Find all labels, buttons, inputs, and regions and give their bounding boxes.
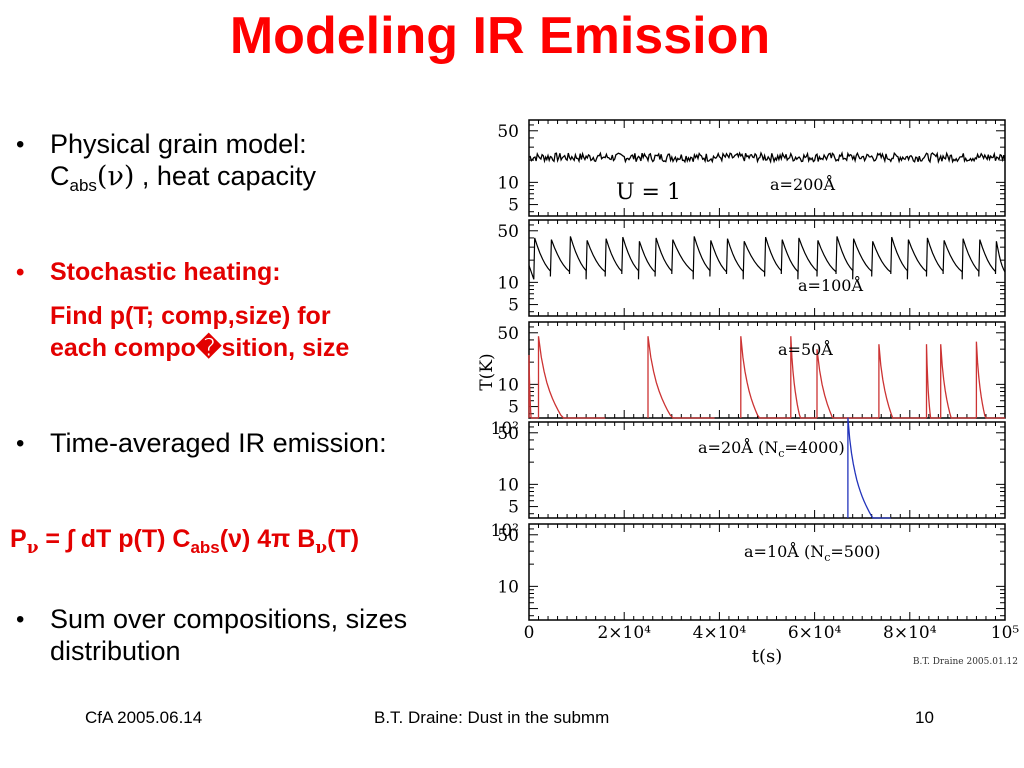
bullet-marker: • (16, 430, 25, 457)
panel-label: a=20Å (Nc=4000) (698, 437, 845, 460)
panel-extra-label: U = 1 (616, 180, 681, 205)
chart-panel: 50 10 5 a=50Å (497, 321, 1006, 419)
bullet-sum-over: Sum over compositions, sizes distributio… (50, 603, 407, 667)
panel-frame (528, 523, 1006, 621)
data-spike (975, 341, 1005, 419)
y-tick-label: 10 (497, 375, 519, 395)
x-tick-label: 8×10⁴ (883, 623, 937, 643)
panel-label: a=200Å (770, 174, 835, 194)
y-tick-label: 10 (497, 475, 519, 495)
panel-frame (528, 119, 1006, 217)
footer-author: B.T. Draine: Dust in the submm (374, 708, 610, 727)
footer-date: CfA 2005.06.14 (85, 708, 203, 727)
panel-label: a=10Å (Nc=500) (744, 541, 881, 564)
y-tick-label: 10² (491, 419, 519, 439)
data-spike (528, 354, 539, 419)
bullet-time-averaged: Time-averaged IR emission: (50, 428, 387, 458)
y-tick-label: 10 (497, 273, 519, 293)
y-axis-label: T(K) (477, 353, 497, 390)
y-tick-label: 5 (508, 296, 519, 316)
chart-credit: B.T. Draine 2005.01.12 (913, 657, 1018, 667)
bullet-text: Physical grain model: (50, 129, 307, 159)
bullet-marker: • (16, 606, 25, 633)
x-tick-label: 0 (524, 623, 535, 643)
emission-formula: Pν = ∫ dT p(T) Cabs(ν) 4π Bν(T) (10, 525, 360, 558)
data-spike (647, 336, 715, 419)
panel-frame (528, 421, 1006, 519)
y-tick-label: 50 (497, 324, 519, 344)
y-tick-label: 10 (497, 577, 519, 597)
bullet-subtext-line2: each compo�sition, size (50, 334, 350, 362)
footer-page-number: 10 (915, 708, 934, 727)
y-tick-label: 10² (491, 521, 519, 541)
bullet-heading: Stochastic heating: (50, 258, 281, 286)
bullet-text: Sum over compositions, sizes (50, 604, 408, 634)
data-spike (816, 349, 879, 419)
x-tick-label: 6×10⁴ (788, 623, 842, 643)
bullet-marker: • (16, 131, 25, 158)
bullet-subtext-line1: Find p(T; comp,size) for (50, 302, 331, 330)
x-axis-label: t(s) (752, 646, 783, 667)
panel-frame (528, 321, 1006, 419)
data-series-a200 (528, 151, 1006, 164)
data-spike (878, 344, 927, 419)
y-tick-label: 5 (508, 196, 519, 216)
data-spike (790, 336, 817, 419)
bullet-text-line2: distribution (50, 636, 181, 666)
chart-panel: 50 10 5 a=100Å (497, 219, 1006, 317)
y-tick-label: 5 (508, 498, 519, 518)
x-tick-label: 2×10⁴ (597, 623, 651, 643)
y-tick-label: 50 (497, 122, 519, 142)
y-tick-label: 50 (497, 222, 519, 242)
panel-label: a=50Å (778, 339, 833, 359)
y-tick-label: 50 (497, 424, 519, 444)
data-spike (740, 336, 791, 419)
data-spike (940, 344, 977, 419)
x-tick-label: 4×10⁴ (693, 623, 747, 643)
y-tick-label: 5 (508, 398, 519, 418)
data-spike (847, 417, 891, 519)
bullet-text-line2: Cabs(ν) , heat capacity (50, 161, 317, 195)
panel-frame (528, 219, 1006, 317)
y-tick-label: 10 (497, 173, 519, 193)
bullet-physical-grain-model: Physical grain model: Cabs(ν) , heat cap… (50, 128, 316, 202)
y-tick-label: 50 (497, 526, 519, 546)
slide-title: Modeling IR Emission (229, 7, 771, 65)
chart-panel: 50 10 5 a=200Å U = 1 (497, 119, 1006, 217)
data-spike (537, 336, 606, 419)
bullet-stochastic-heating: Stochastic heating: Find p(T; comp,size)… (50, 256, 349, 364)
data-spike (925, 344, 941, 419)
data-series-a100 (528, 236, 1006, 280)
bullet-marker: • (16, 259, 25, 286)
x-tick-label: 10⁵ (991, 623, 1020, 643)
panel-label: a=100Å (798, 275, 863, 295)
